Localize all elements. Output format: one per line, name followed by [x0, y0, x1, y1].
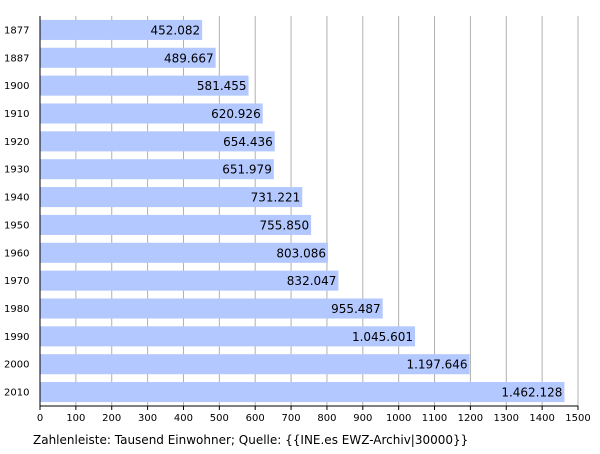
category-label: 1910 [4, 109, 29, 120]
bar-value-label: 832.047 [287, 274, 337, 288]
category-label: 1930 [4, 165, 29, 176]
bar-value-label: 1.197.646 [406, 358, 467, 372]
x-tick-label: 0 [37, 413, 43, 424]
bar [40, 298, 383, 319]
bar [40, 326, 416, 347]
x-tick-label: 1000 [386, 413, 411, 424]
x-tick-label: 1200 [458, 413, 483, 424]
category-label: 1960 [4, 248, 29, 259]
category-label: 1877 [4, 25, 29, 36]
x-tick-label: 600 [246, 413, 265, 424]
category-label: 1940 [4, 193, 29, 204]
bar [40, 159, 274, 180]
chart-caption: Zahlenleiste: Tausend Einwohner; Quelle:… [33, 433, 469, 447]
bar [40, 214, 312, 235]
x-tick-label: 1300 [494, 413, 519, 424]
category-label: 1900 [4, 81, 29, 92]
bar-value-label: 955.487 [331, 302, 381, 316]
bar [40, 75, 249, 96]
x-tick-label: 1400 [529, 413, 554, 424]
x-tick-label: 700 [282, 413, 301, 424]
bar [40, 103, 263, 124]
bar-value-label: 755.850 [259, 218, 309, 232]
bar [40, 19, 203, 40]
category-label: 1990 [4, 332, 29, 343]
x-tick-label: 300 [138, 413, 157, 424]
x-tick-label: 900 [353, 413, 372, 424]
bar [40, 270, 339, 291]
x-tick-label: 500 [210, 413, 229, 424]
x-tick-label: 400 [174, 413, 193, 424]
bar-value-label: 1.462.128 [501, 386, 562, 400]
bar [40, 242, 329, 263]
x-tick-label: 1100 [422, 413, 447, 424]
bar [40, 382, 565, 403]
category-label: 1980 [4, 304, 29, 315]
bar-value-label: 651.979 [222, 163, 272, 177]
bar-value-label: 803.086 [276, 246, 326, 260]
bar [40, 354, 470, 375]
bar-value-label: 654.436 [223, 135, 273, 149]
category-label: 2010 [4, 388, 29, 399]
category-label: 1920 [4, 137, 29, 148]
x-tick-label: 1500 [565, 413, 590, 424]
bar [40, 47, 216, 68]
x-tick-label: 800 [317, 413, 336, 424]
bar-value-label: 452.082 [151, 23, 201, 37]
x-tick-label: 100 [66, 413, 85, 424]
bar-value-label: 731.221 [251, 191, 301, 205]
bar-value-label: 581.455 [197, 79, 247, 93]
category-label: 1950 [4, 220, 29, 231]
bar-value-label: 489.667 [164, 51, 214, 65]
category-label: 1887 [4, 53, 29, 64]
bar [40, 187, 303, 208]
bar-value-label: 620.926 [211, 107, 261, 121]
category-label: 2000 [4, 360, 29, 371]
bar [40, 131, 275, 152]
category-label: 1970 [4, 276, 29, 287]
x-tick-label: 200 [102, 413, 121, 424]
bar-value-label: 1.045.601 [352, 330, 413, 344]
